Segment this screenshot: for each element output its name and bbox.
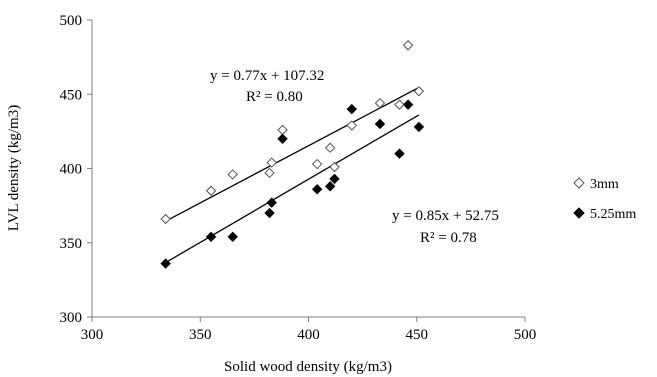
data-point-5-25mm <box>160 258 171 269</box>
x-tick-label: 500 <box>514 327 537 343</box>
equation-3mm: y = 0.77x + 107.32 <box>210 68 324 84</box>
legend-item-3mm: 3mm <box>573 177 619 192</box>
data-point-5-25mm <box>277 133 288 145</box>
axis-ticks: 300 350 400 450 500 300 350 400 450 500 <box>60 13 537 343</box>
legend-label-3mm: 3mm <box>590 177 619 192</box>
plot-area: 300 350 400 450 500 300 350 400 450 500 <box>60 13 537 343</box>
r2-3mm: R² = 0.80 <box>246 89 303 105</box>
data-point-5-25mm <box>264 207 275 219</box>
x-tick-label: 400 <box>297 327 320 343</box>
x-tick-label: 300 <box>81 327 104 343</box>
x-tick-label: 350 <box>189 327 212 343</box>
data-point-5-25mm <box>266 197 277 208</box>
y-tick-label: 350 <box>60 236 83 252</box>
data-point-5-25mm <box>394 148 405 159</box>
data-point-5-25mm <box>324 181 336 192</box>
trendlines <box>165 86 420 264</box>
data-point-5-25mm <box>346 103 358 115</box>
trendline-5-25mm <box>165 114 420 264</box>
legend-item-5-25mm: 5.25mm <box>573 207 636 222</box>
data-point-3mm <box>413 86 425 97</box>
data-point-5-25mm <box>227 231 238 243</box>
data-point-5-25mm <box>311 184 323 195</box>
legend-label-5-25mm: 5.25mm <box>590 207 636 222</box>
trendline-3mm <box>165 86 420 222</box>
data-point-5-25mm <box>402 99 414 110</box>
data-point-5-25mm <box>205 231 217 243</box>
data-point-3mm <box>227 169 238 180</box>
data-point-5-25mm <box>413 121 425 133</box>
data-point-3mm <box>266 157 277 168</box>
data-point-3mm <box>346 120 358 131</box>
data-point-5-25mm <box>374 118 386 130</box>
legend-marker-5-25mm <box>573 207 585 219</box>
data-point-3mm <box>394 99 405 110</box>
data-point-3mm <box>329 161 340 173</box>
equation-5-25mm: y = 0.85x + 52.75 <box>392 208 499 224</box>
data-point-3mm <box>160 213 171 225</box>
r2-5-25mm: R² = 0.78 <box>420 230 477 246</box>
data-point-3mm <box>374 97 386 109</box>
data-point-5-25mm <box>329 173 340 185</box>
y-tick-label: 300 <box>60 310 83 326</box>
legend: 3mm 5.25mm <box>573 177 636 222</box>
x-tick-label: 450 <box>406 327 429 343</box>
legend-marker-3mm <box>573 177 585 189</box>
data-point-3mm <box>264 167 275 179</box>
data-point-3mm <box>311 158 323 170</box>
data-point-3mm <box>402 40 414 51</box>
y-tick-label: 450 <box>60 87 83 103</box>
y-axis-title: LVL density (kg/m3) <box>6 105 22 231</box>
data-points <box>160 40 425 269</box>
x-axis-title: Solid wood density (kg/m3) <box>224 359 392 375</box>
y-tick-label: 500 <box>60 13 83 29</box>
data-point-3mm <box>205 185 217 196</box>
data-point-3mm <box>277 124 288 136</box>
y-tick-label: 400 <box>60 162 83 178</box>
data-point-3mm <box>324 142 336 153</box>
